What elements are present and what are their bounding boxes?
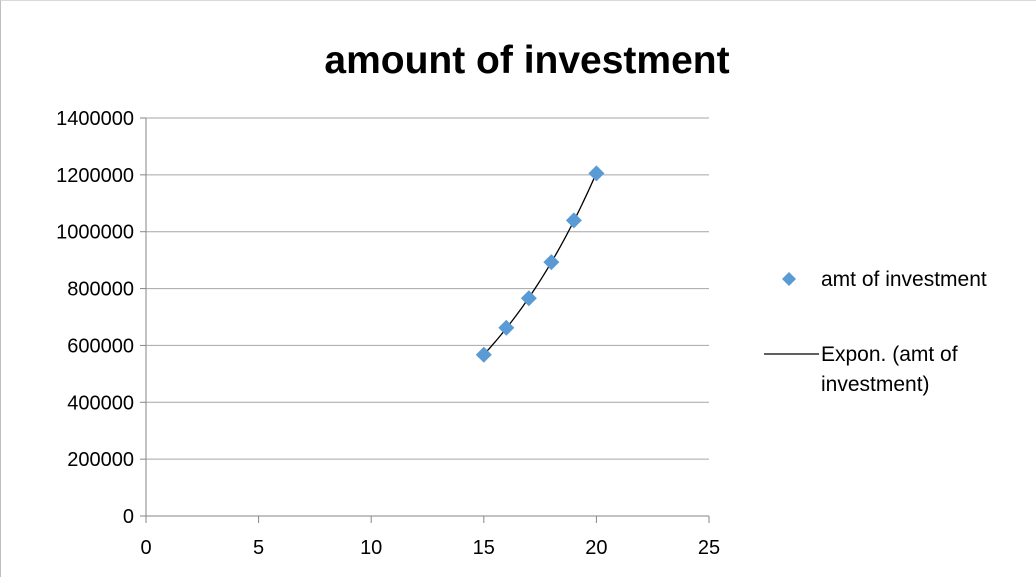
x-tick-label: 25	[698, 537, 720, 559]
data-point	[498, 319, 515, 336]
y-tick-label: 800000	[67, 279, 134, 301]
y-tick-label: 0	[123, 506, 134, 528]
x-tick-label: 0	[140, 537, 151, 559]
gridlines	[146, 117, 709, 460]
y-tick-label: 1200000	[56, 165, 134, 187]
data-point	[475, 346, 492, 363]
x-tick-label: 20	[585, 537, 607, 559]
data-point	[565, 212, 582, 229]
y-tick-label: 400000	[67, 392, 134, 414]
x-tick-label: 10	[360, 537, 382, 559]
legend-marker-diamond	[782, 272, 796, 286]
y-tick-label: 200000	[67, 449, 134, 471]
legend-label-trendline: Expon. (amt of	[821, 343, 958, 366]
trendline-expon	[483, 172, 597, 356]
y-tick-label: 1400000	[56, 108, 134, 130]
y-tick-label: 600000	[67, 335, 134, 357]
data-point	[520, 290, 537, 307]
data-points	[475, 165, 605, 363]
legend: amt of investment Expon. (amt of investmen…	[764, 268, 987, 396]
y-tick-label: 1000000	[56, 222, 134, 244]
x-tick-label: 15	[473, 537, 495, 559]
chart-title: amount of investment	[324, 39, 729, 82]
data-point	[588, 165, 605, 182]
trendline-layer	[483, 172, 597, 356]
x-tick-label: 5	[253, 537, 264, 559]
legend-label-series: amt of investment	[821, 268, 987, 291]
data-point	[543, 254, 560, 271]
legend-label-trendline: investment)	[821, 373, 930, 396]
axes: 0 200000 400000 600000 800000 1000000 1200000 1…	[56, 108, 720, 559]
